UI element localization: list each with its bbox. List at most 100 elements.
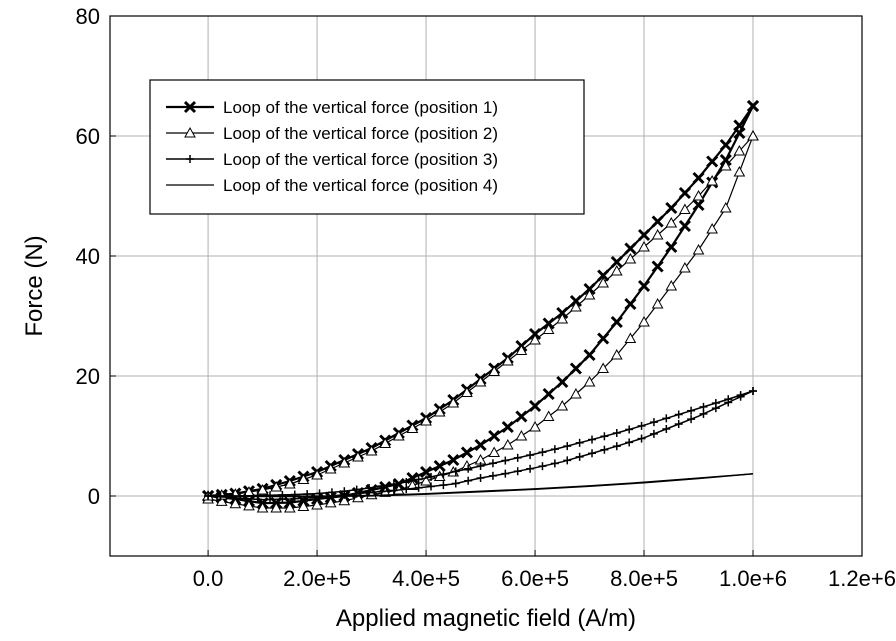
plus-marker xyxy=(464,476,473,485)
plus-marker xyxy=(451,467,460,476)
plus-marker xyxy=(687,415,696,424)
triangle-marker xyxy=(706,222,718,234)
triangle-marker xyxy=(256,483,269,495)
plus-marker xyxy=(600,445,609,454)
legend-label: Loop of the vertical force (position 2) xyxy=(223,124,498,143)
x-marker xyxy=(556,375,569,389)
legend-entry: Loop of the vertical force (position 2) xyxy=(166,124,498,143)
plus-marker xyxy=(439,481,448,490)
plus-marker xyxy=(538,448,547,457)
triangle-marker xyxy=(706,174,718,186)
legend-label: Loop of the vertical force (position 4) xyxy=(223,176,498,195)
triangle-marker xyxy=(597,362,610,373)
triangle-marker xyxy=(570,300,582,312)
plus-marker xyxy=(687,406,696,415)
plus-marker xyxy=(266,491,275,500)
triangle-marker xyxy=(283,501,296,513)
plus-marker xyxy=(649,429,658,438)
plus-marker xyxy=(290,490,299,499)
plus-marker xyxy=(612,429,621,437)
triangle-marker xyxy=(311,468,323,480)
x-marker xyxy=(542,387,555,401)
x-marker xyxy=(746,99,760,113)
x-marker xyxy=(419,465,433,479)
plus-marker xyxy=(377,482,386,491)
plus-marker xyxy=(488,471,497,480)
triangle-marker xyxy=(542,323,555,334)
legend: Loop of the vertical force (position 1) L… xyxy=(149,79,585,215)
x-marker xyxy=(665,240,678,254)
triangle-marker xyxy=(501,438,514,450)
plus-marker xyxy=(711,399,720,408)
triangle-marker xyxy=(624,252,637,264)
x-marker xyxy=(624,297,637,311)
plus-marker xyxy=(612,442,621,451)
x-tick-label: 2.0e+5 xyxy=(283,566,351,591)
plus-marker xyxy=(402,477,411,486)
triangle-marker xyxy=(610,264,623,276)
triangle-marker xyxy=(733,165,746,177)
triangle-marker xyxy=(270,480,283,492)
plus-marker xyxy=(389,480,398,489)
plus-marker xyxy=(352,485,361,494)
triangle-marker xyxy=(297,473,310,484)
triangle-marker xyxy=(570,387,582,399)
plus-marker xyxy=(674,420,683,429)
plus-marker xyxy=(327,488,336,497)
plus-marker xyxy=(513,467,522,476)
plus-marker xyxy=(501,456,510,465)
triangle-marker xyxy=(311,498,323,510)
x-marker xyxy=(692,171,705,185)
x-marker xyxy=(637,228,651,242)
triangle-marker xyxy=(420,474,432,486)
x-tick-label: 1.2e+6 xyxy=(828,566,896,591)
plus-marker xyxy=(724,395,733,404)
y-axis-label: Force (N) xyxy=(21,235,48,336)
plus-marker xyxy=(414,483,423,492)
plus-marker xyxy=(538,462,547,471)
y-tick-label: 80 xyxy=(76,4,100,29)
triangle-marker xyxy=(624,332,637,343)
triangle-marker xyxy=(270,501,283,513)
triangle-marker xyxy=(719,201,732,213)
x-marker xyxy=(460,446,473,459)
plus-marker xyxy=(550,459,559,468)
x-tick-label: 1.0e+6 xyxy=(719,566,787,591)
y-tick-label: 40 xyxy=(76,244,100,269)
triangle-marker xyxy=(379,437,392,448)
x-tick-label: 8.0e+5 xyxy=(610,566,678,591)
triangle-marker xyxy=(679,203,691,214)
triangle-marker xyxy=(556,399,569,411)
y-tick-label: 0 xyxy=(88,484,100,509)
x-marker xyxy=(706,155,719,168)
x-marker xyxy=(651,215,664,228)
x-marker xyxy=(692,198,705,212)
triangle-marker xyxy=(392,429,405,441)
legend-label: Loop of the vertical force (position 1) xyxy=(223,98,498,117)
plus-marker xyxy=(588,435,597,444)
triangle-marker xyxy=(365,444,378,456)
x-marker xyxy=(528,399,542,413)
x-axis-label: Applied magnetic field (A/m) xyxy=(336,605,636,632)
x-marker xyxy=(433,459,446,473)
plus-marker xyxy=(186,155,194,163)
triangle-marker xyxy=(215,495,228,506)
triangle-marker xyxy=(338,456,351,468)
plus-marker xyxy=(414,475,423,484)
x-marker xyxy=(665,201,678,215)
triangle-marker xyxy=(556,312,569,324)
plus-marker xyxy=(662,424,671,433)
plus-marker xyxy=(575,438,584,447)
triangle-marker xyxy=(651,228,664,240)
plus-marker xyxy=(427,482,436,491)
triangle-marker xyxy=(297,500,310,511)
x-marker xyxy=(488,429,501,443)
series-4 xyxy=(208,473,754,498)
plus-marker xyxy=(550,445,559,454)
x-marker xyxy=(678,186,691,200)
legend-entry: Loop of the vertical force (position 4) xyxy=(166,176,498,195)
plus-marker xyxy=(699,409,708,418)
plus-marker xyxy=(526,451,535,460)
plus-marker xyxy=(625,438,634,447)
